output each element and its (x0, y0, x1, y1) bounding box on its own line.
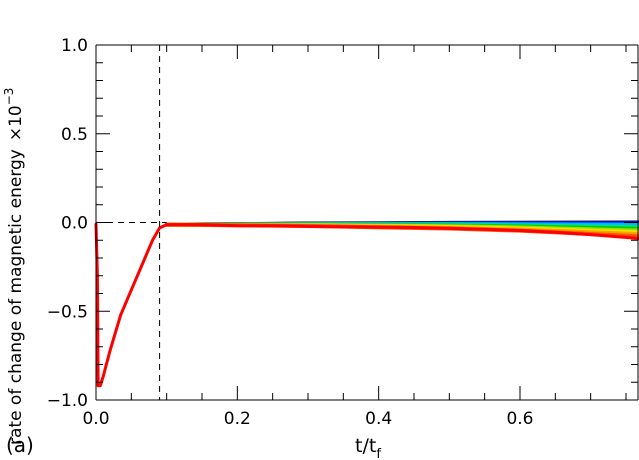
y-tick-label: 0.0 (61, 214, 88, 234)
y-tick-label: −0.5 (47, 302, 88, 322)
x-axis-label: t/tf (355, 435, 381, 460)
y-tick-label: −1.0 (47, 391, 88, 411)
panel-label: (a) (6, 433, 34, 457)
series-line-11 (94, 222, 639, 388)
y-tick-label: 0.5 (61, 125, 88, 145)
ticks (95, 44, 638, 401)
x-tick-label: 0.4 (365, 409, 392, 429)
x-tick-label: 0.6 (506, 409, 533, 429)
plot-lines (94, 220, 639, 388)
x-tick-label: 0.2 (224, 409, 251, 429)
tick-labels: 0.0 0.2 0.4 0.6 −1.0 −0.5 0.0 0.5 1.0 (47, 36, 534, 429)
y-tick-label: 1.0 (61, 36, 88, 56)
x-tick-label: 0.0 (82, 409, 109, 429)
y-axis-label: rate of change of magnetic energy×10−3 (2, 88, 26, 445)
